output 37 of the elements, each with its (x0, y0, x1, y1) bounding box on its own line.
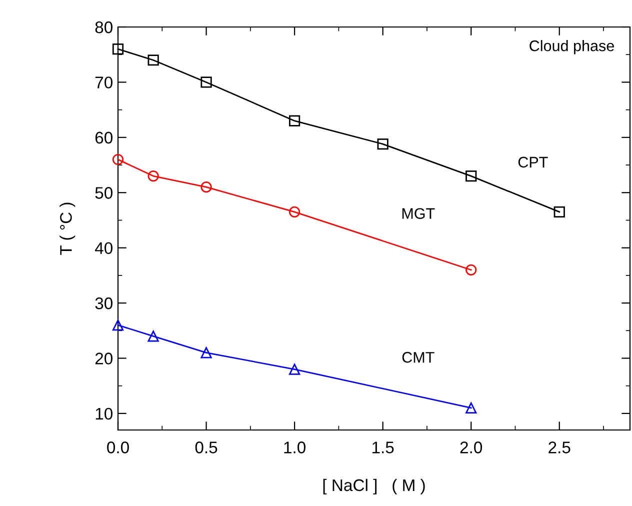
point (466, 264, 477, 276)
point (148, 54, 159, 66)
x-tick-label: 2.0 (460, 442, 482, 454)
y-tick-label: 60 (95, 132, 112, 144)
y-tick-label: 40 (94, 242, 112, 254)
point (466, 170, 477, 182)
point (148, 330, 159, 342)
annotation: Cloud phase (530, 40, 614, 54)
point (554, 206, 565, 218)
point (288, 206, 300, 218)
x-tick-label: 2.5 (548, 442, 570, 454)
x-tick-label: 0.5 (195, 442, 218, 454)
x-tick-label: 1.0 (284, 442, 306, 454)
y-tick-label: 30 (95, 297, 112, 310)
x-axis-title: [ NaCl ] ( M ) (323, 478, 425, 494)
point (200, 347, 212, 358)
series-label: CMT (402, 352, 434, 363)
point (377, 138, 388, 150)
y-tick-label: 20 (95, 352, 112, 364)
point (288, 115, 300, 126)
y-tick-label: 70 (95, 76, 112, 88)
point (112, 154, 124, 166)
series-label: CPT (518, 156, 548, 168)
point (148, 170, 159, 182)
point (466, 402, 477, 414)
y-axis-title: T ( °C ) (60, 202, 76, 255)
point (288, 364, 300, 375)
y-tick-label: 50 (95, 187, 112, 199)
point (112, 44, 124, 55)
point (112, 320, 124, 331)
y-tick-label: 80 (95, 21, 112, 34)
x-tick-label: 1.5 (372, 442, 394, 454)
y-tick-label: 10 (96, 408, 112, 420)
series-label: MGT (402, 208, 435, 219)
point (200, 76, 212, 88)
x-tick-label: 0.0 (107, 442, 129, 454)
point (200, 182, 212, 193)
